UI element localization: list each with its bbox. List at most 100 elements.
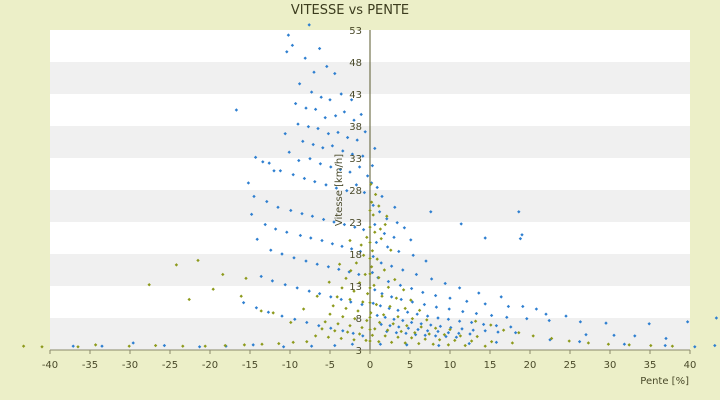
x-tick-label: 5: [407, 360, 413, 371]
data-point: [338, 167, 343, 172]
data-point: [302, 176, 307, 181]
data-point: [211, 287, 215, 291]
data-point: [362, 190, 367, 195]
data-point: [306, 124, 311, 129]
data-point: [323, 115, 327, 120]
data-point: [521, 304, 525, 309]
data-point: [301, 139, 305, 144]
data-point: [310, 214, 315, 218]
data-point: [342, 110, 347, 114]
data-point: [352, 118, 356, 122]
data-point: [321, 146, 325, 150]
x-tick-label: 10: [444, 360, 457, 371]
data-point: [244, 276, 248, 281]
data-point: [330, 144, 335, 148]
data-point: [162, 343, 167, 348]
data-point: [647, 322, 651, 326]
data-point: [249, 212, 254, 217]
data-point: [241, 300, 246, 305]
x-tick-label: 0: [367, 360, 373, 371]
data-point: [411, 253, 415, 257]
tick-labels: -40 -35 -30 -25 -20 -15 -10 -5 0 5 10 15 20 25 30 35 40 3…: [42, 26, 697, 371]
data-point: [520, 233, 524, 237]
data-point: [714, 316, 719, 320]
data-point: [429, 210, 433, 214]
x-tick-label: -35: [82, 360, 98, 371]
data-point: [21, 344, 26, 348]
data-point: [369, 182, 373, 186]
data-point: [627, 343, 631, 347]
data-point: [239, 294, 243, 298]
x-tick-label: 25: [564, 360, 577, 371]
data-point: [234, 108, 239, 112]
data-point: [252, 194, 256, 199]
data-point: [313, 179, 317, 184]
data-point: [290, 43, 295, 48]
data-point: [181, 344, 185, 348]
x-tick-label: 20: [524, 360, 537, 371]
data-point: [354, 183, 359, 187]
data-point: [353, 225, 357, 229]
data-point: [326, 131, 331, 136]
data-point: [298, 233, 303, 238]
data-point: [223, 343, 227, 348]
data-point: [402, 226, 407, 230]
data-point: [313, 107, 318, 112]
y-tick-label: 3: [356, 346, 362, 357]
y-tick-label: 28: [349, 186, 362, 197]
data-point: [350, 152, 355, 156]
data-point: [378, 227, 383, 231]
x-tick-label: 40: [684, 360, 697, 371]
data-point: [187, 297, 191, 302]
data-point: [297, 158, 301, 163]
data-point: [242, 343, 247, 347]
x-tick-label: -25: [162, 360, 178, 371]
data-point: [373, 222, 377, 227]
y-tick-label: 23: [349, 218, 362, 229]
x-axis-label: Pente [%]: [640, 376, 689, 387]
data-point: [269, 248, 273, 252]
x-tick-label: -20: [202, 360, 218, 371]
data-point: [325, 64, 329, 69]
data-point: [196, 258, 200, 263]
x-tick-label: -15: [242, 360, 258, 371]
data-point: [664, 336, 668, 341]
x-tick-label: -40: [42, 360, 58, 371]
data-point: [713, 343, 717, 348]
data-point: [371, 254, 375, 259]
data-point: [393, 205, 397, 209]
data-point: [361, 253, 366, 257]
data-point: [127, 344, 131, 348]
data-point: [584, 332, 588, 337]
data-point: [517, 331, 521, 335]
data-point: [633, 334, 637, 338]
data-point: [307, 23, 311, 27]
data-point: [531, 334, 535, 338]
data-point: [174, 263, 179, 267]
x-tick-label: 15: [484, 360, 497, 371]
data-point: [693, 345, 697, 349]
data-point: [382, 231, 387, 236]
y-tick-label: 38: [349, 122, 362, 133]
data-point: [342, 222, 347, 227]
data-point: [203, 344, 207, 348]
data-point: [370, 163, 375, 168]
data-point: [385, 214, 389, 218]
y-tick-label: 33: [349, 154, 362, 165]
data-point: [286, 33, 291, 37]
data-point: [221, 272, 225, 277]
x-tick-label: 35: [644, 360, 657, 371]
data-point: [547, 318, 551, 323]
data-point: [517, 210, 521, 214]
data-point: [373, 146, 377, 151]
x-tick-label: 30: [604, 360, 617, 371]
data-point: [670, 344, 675, 348]
data-point: [40, 345, 44, 349]
data-point: [289, 208, 293, 213]
data-point: [318, 162, 323, 166]
y-tick-label: 8: [356, 314, 362, 325]
x-tick-label: -10: [282, 360, 298, 371]
data-point: [345, 188, 349, 193]
data-point: [261, 160, 265, 164]
